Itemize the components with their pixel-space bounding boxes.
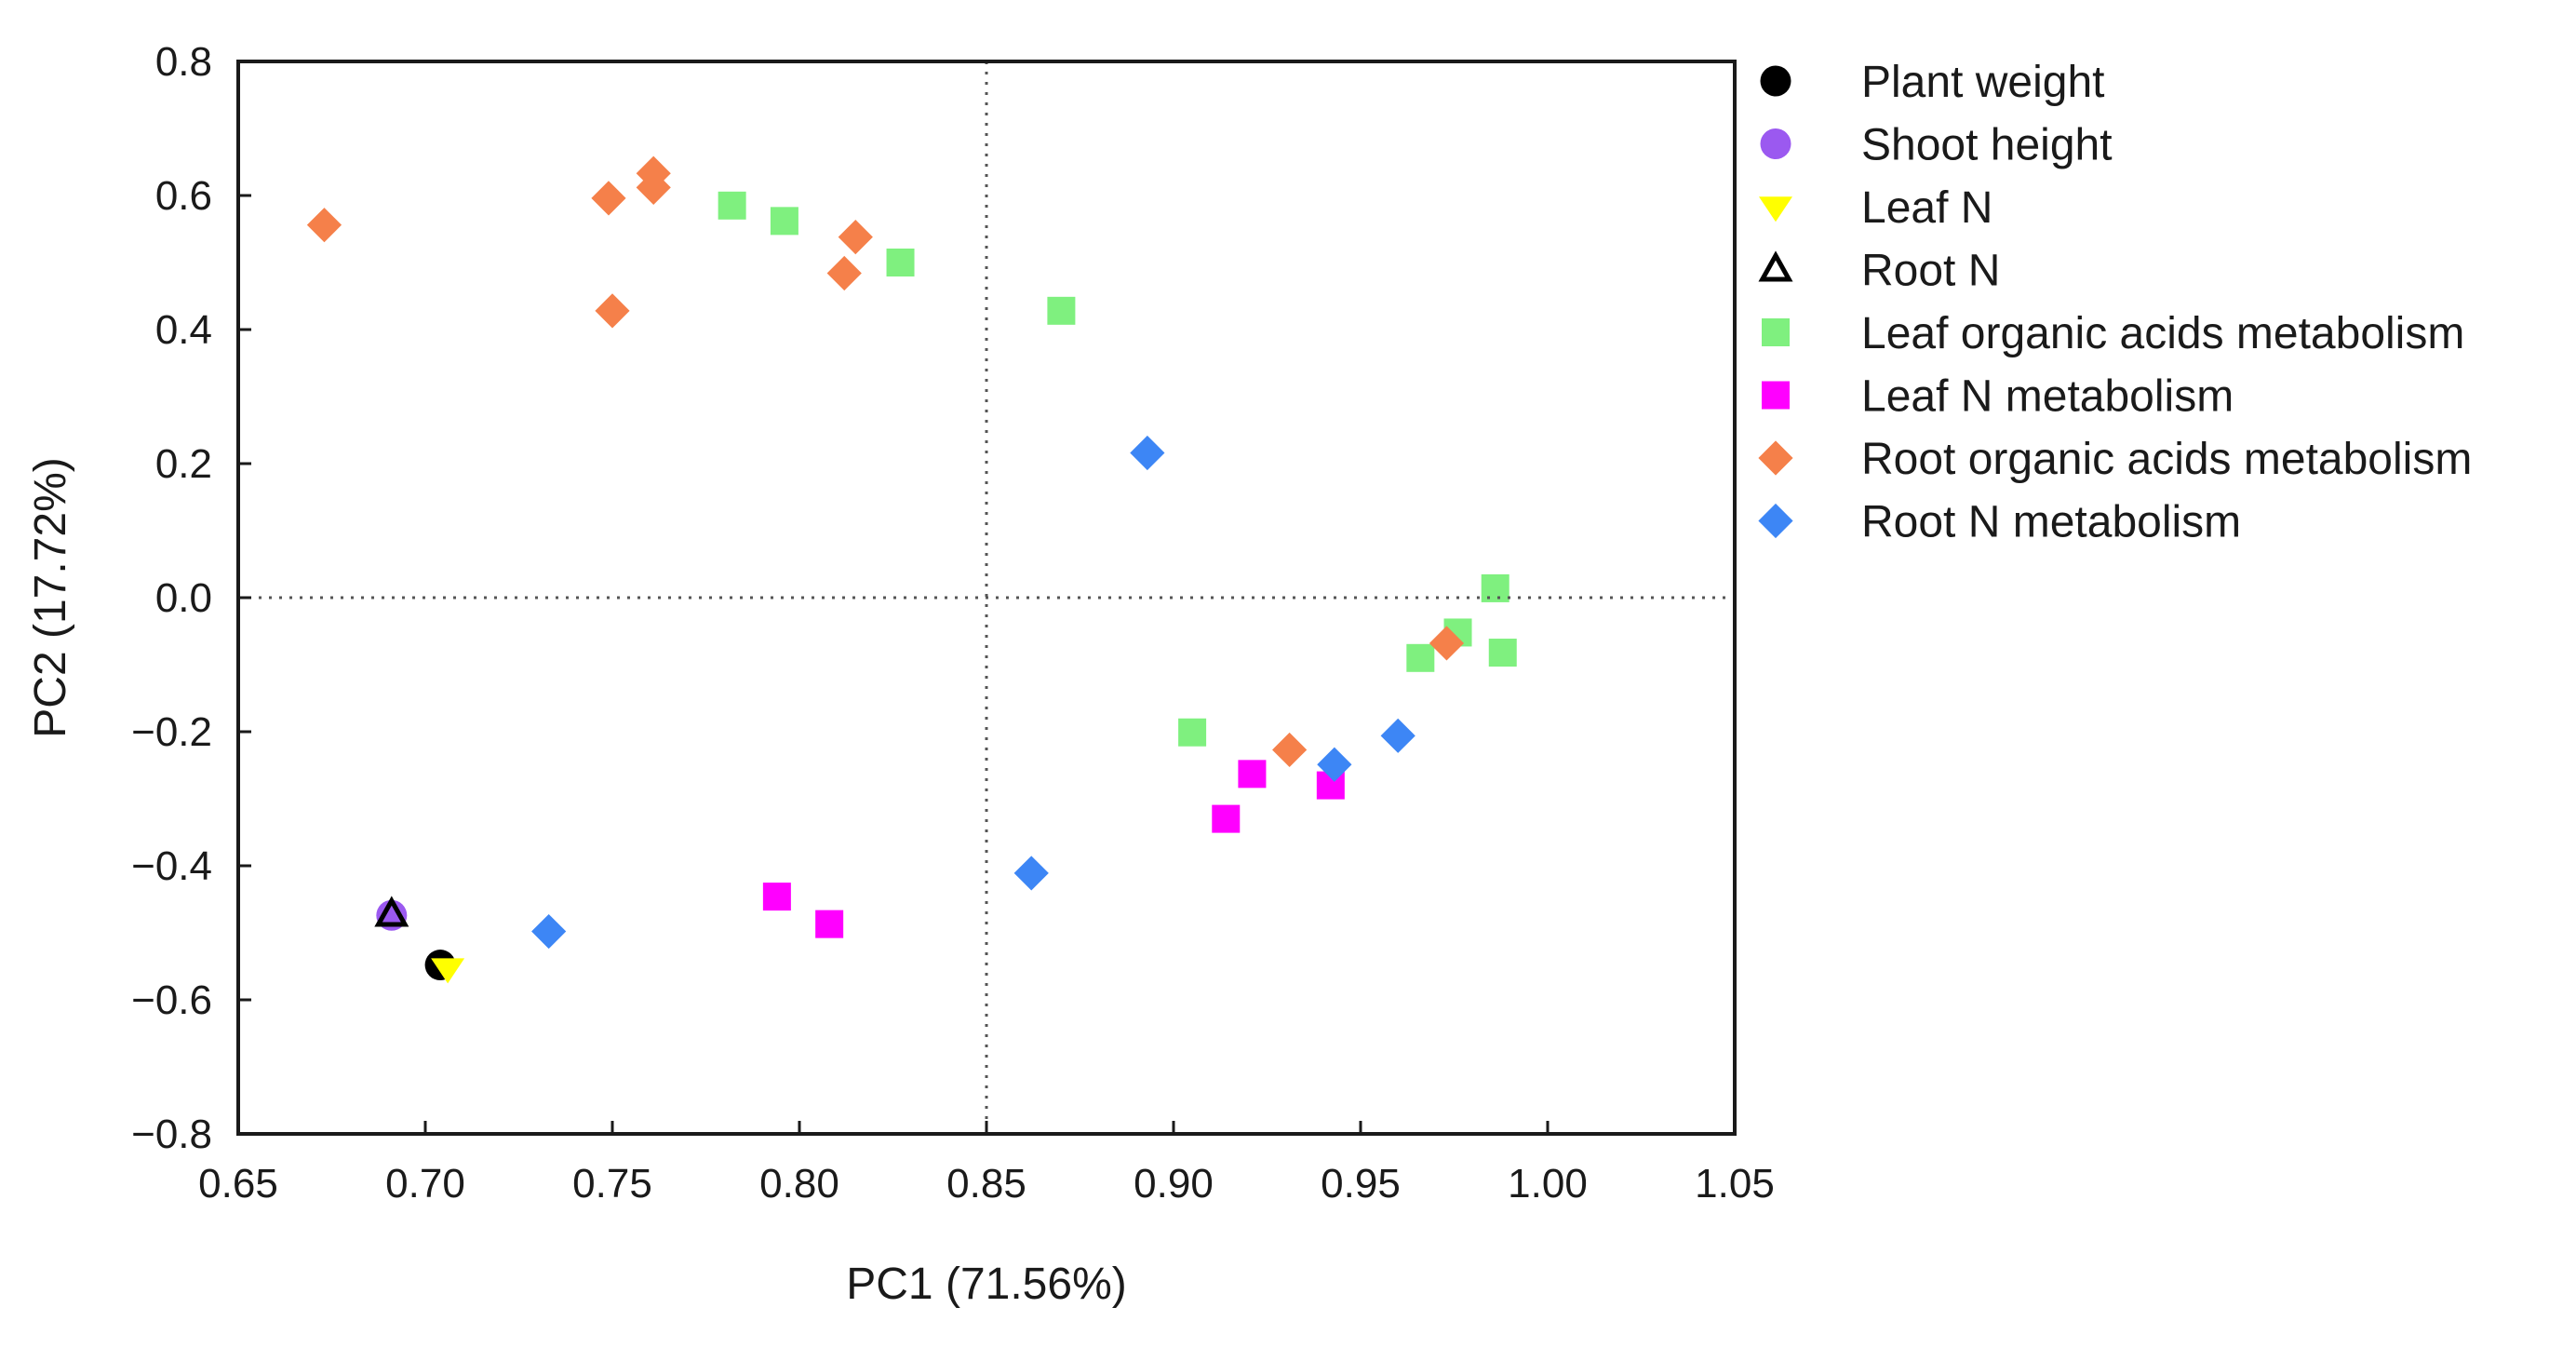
y-tick-label: −0.2 [131,709,212,755]
x-tick-label: 1.05 [1695,1161,1775,1206]
point-root-organic-acids-metabolism [1272,732,1308,768]
point-leaf-organic-acids-metabolism [1406,643,1435,672]
legend-label-shoot-height: Shoot height [1861,121,2113,170]
point-leaf-n-metabolism [762,883,791,911]
point-leaf-organic-acids-metabolism [1488,639,1517,667]
point-root-n-metabolism [1130,435,1165,471]
axes: 0.65 0.70 0.75 0.80 0.85 0.90 0.95 1.00 1.05 0.8 0… [131,39,1775,1206]
legend-marker-root-organic-acids-metabolism [1758,440,1793,476]
legend-marker-plant-weight [1760,65,1791,97]
x-tick-label: 0.90 [1134,1161,1214,1206]
x-tick-label: 0.65 [198,1161,278,1206]
legend-marker-leaf-n-metabolism [1762,381,1790,410]
x-tick-label: 0.85 [946,1161,1026,1206]
point-root-n-metabolism [1380,718,1415,753]
point-leaf-organic-acids-metabolism [718,191,746,220]
legend-label-leaf-n: Leaf N [1861,183,1992,233]
x-axis-title: PC1 (71.56%) [846,1260,1126,1309]
y-tick-label: 0.8 [155,39,212,85]
x-tick-label: 0.75 [572,1161,652,1206]
point-root-organic-acids-metabolism [838,220,873,255]
point-root-n [374,896,409,927]
y-tick-label: −0.6 [131,977,212,1023]
legend-label-root-n-metabolism: Root N metabolism [1861,498,2241,547]
y-tick-label: 0.0 [155,575,212,621]
legend: Plant weight Shoot height Leaf N Root N Leaf… [1758,58,2472,547]
y-tick-label: −0.8 [131,1112,212,1157]
point-root-organic-acids-metabolism [1429,626,1465,661]
legend-label-root-organic-acids-metabolism: Root organic acids metabolism [1861,435,2472,484]
y-tick-label: 0.6 [155,173,212,219]
y-axis-title: PC2 (17.72%) [26,457,75,737]
x-tick-label: 0.95 [1321,1161,1401,1206]
point-leaf-n-metabolism [1212,804,1241,833]
legend-label-leaf-n-metabolism: Leaf N metabolism [1861,372,2234,422]
legend-marker-leaf-organic-acids-metabolism [1762,318,1790,346]
y-tick-label: −0.4 [131,843,212,889]
point-leaf-organic-acids-metabolism [770,207,798,236]
plot-area [306,155,1517,984]
point-leaf-n-metabolism [815,910,844,938]
legend-marker-leaf-n [1759,196,1792,222]
point-leaf-organic-acids-metabolism [1481,573,1509,602]
point-leaf-organic-acids-metabolism [1047,296,1076,325]
point-root-organic-acids-metabolism [595,293,630,329]
legend-label-root-n: Root N [1861,247,2000,296]
point-root-n-metabolism [1317,747,1352,782]
point-root-n-metabolism [531,913,567,950]
x-tick-label: 1.00 [1508,1161,1588,1206]
x-tick-label: 0.70 [385,1161,465,1206]
point-root-organic-acids-metabolism [591,181,626,216]
legend-marker-shoot-height [1760,128,1791,159]
legend-marker-root-n-metabolism [1758,503,1793,539]
point-leaf-n [431,958,465,984]
legend-label-plant-weight: Plant weight [1861,58,2105,107]
point-leaf-organic-acids-metabolism [886,249,915,276]
point-root-n-metabolism [1013,856,1049,891]
x-tick-label: 0.80 [759,1161,839,1206]
legend-label-leaf-organic-acids-metabolism: Leaf organic acids metabolism [1861,309,2464,358]
point-leaf-organic-acids-metabolism [1178,718,1207,747]
y-tick-label: 0.2 [155,441,212,487]
point-root-organic-acids-metabolism [636,169,671,205]
point-root-organic-acids-metabolism [826,255,862,291]
legend-marker-root-n [1758,250,1793,282]
point-root-organic-acids-metabolism [306,208,342,243]
point-leaf-n-metabolism [1238,760,1267,789]
y-tick-label: 0.4 [155,307,212,353]
